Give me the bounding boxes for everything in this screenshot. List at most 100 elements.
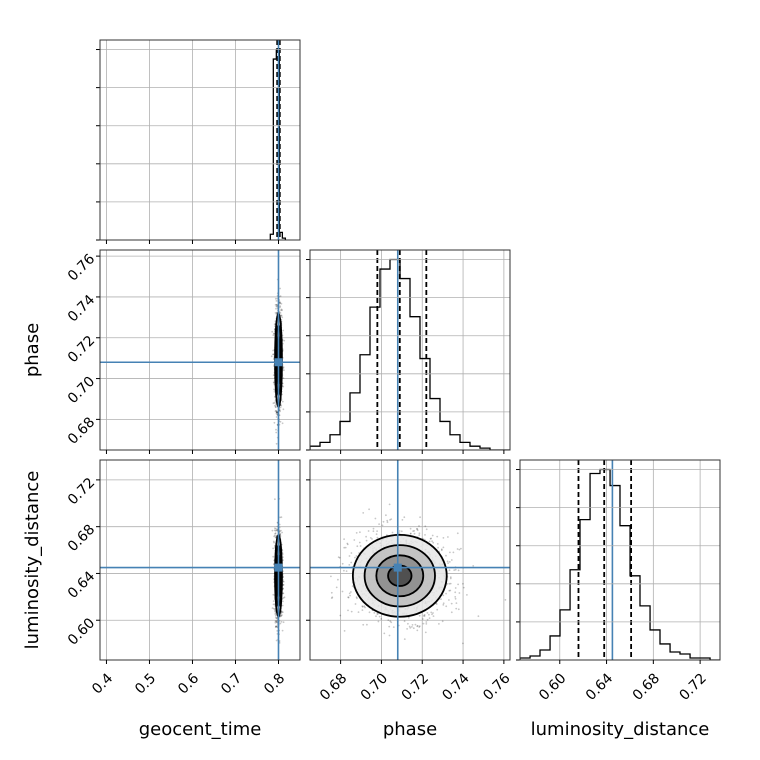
- scatter-point: [347, 609, 349, 612]
- scatter-point: [282, 592, 285, 595]
- scatter-point: [373, 612, 376, 614]
- scatter-point: [275, 620, 277, 623]
- scatter-point: [272, 332, 275, 335]
- scatter-point: [456, 548, 459, 550]
- scatter-point: [272, 381, 275, 384]
- scatter-point: [412, 627, 415, 630]
- scatter-point: [409, 527, 412, 530]
- x-tick-label: 0.72: [677, 670, 710, 703]
- scatter-point: [432, 612, 434, 614]
- scatter-point: [445, 554, 447, 557]
- scatter-point: [275, 625, 278, 628]
- scatter-point: [276, 303, 278, 306]
- scatter-point: [276, 617, 278, 620]
- scatter-point: [356, 597, 358, 600]
- scatter-point: [432, 615, 435, 617]
- scatter-point: [274, 498, 276, 501]
- scatter-point: [398, 530, 401, 532]
- panel-luminosity_distance-luminosity_distance: 0.60 0.64 0.68 0.72: [516, 459, 721, 704]
- scatter-point: [349, 594, 351, 597]
- scatter-point: [418, 626, 421, 628]
- scatter-point: [416, 629, 419, 632]
- scatter-point: [454, 591, 457, 594]
- scatter-point: [275, 625, 277, 628]
- scatter-point: [400, 530, 403, 533]
- scatter-point: [275, 625, 277, 628]
- scatter-point: [403, 620, 406, 623]
- y-axis-title-luminosity_distance: luminosity_distance: [22, 471, 43, 650]
- scatter-point: [272, 402, 275, 405]
- scatter-point: [361, 605, 364, 608]
- scatter-point: [274, 527, 276, 530]
- scatter-point: [442, 537, 445, 539]
- scatter-point: [403, 638, 406, 640]
- scatter-point: [272, 600, 275, 602]
- scatter-point: [272, 555, 275, 558]
- scatter-point: [279, 312, 282, 314]
- scatter-point: [274, 626, 277, 628]
- scatter-point: [274, 621, 277, 624]
- scatter-point: [330, 591, 333, 594]
- scatter-point: [276, 529, 278, 532]
- panel-frame: [519, 459, 721, 661]
- scatter-point: [377, 620, 380, 623]
- scatter-point: [338, 556, 341, 559]
- scatter-point: [446, 560, 449, 563]
- scatter-point: [282, 580, 285, 583]
- scatter-point: [416, 529, 419, 532]
- scatter-point: [389, 519, 391, 521]
- panel-frame: [309, 459, 511, 661]
- scatter-point: [425, 623, 428, 625]
- panel-content: [100, 460, 300, 660]
- x-tick-label: 0.72: [399, 670, 432, 703]
- scatter-point: [418, 534, 421, 536]
- x-tick-label: 0.7: [218, 670, 245, 697]
- truth-marker: [274, 563, 283, 572]
- panel-content: [269, 40, 287, 240]
- x-tick-label: 0.8: [261, 670, 288, 697]
- scatter-point: [414, 623, 417, 626]
- scatter-point: [460, 547, 462, 550]
- panel-geocent_time-geocent_time: [96, 39, 301, 244]
- scatter-point: [450, 602, 453, 605]
- scatter-point: [436, 608, 439, 611]
- scatter-point: [339, 614, 342, 617]
- scatter-point: [431, 613, 433, 616]
- scatter-point: [273, 529, 276, 532]
- scatter-point: [428, 540, 431, 543]
- scatter-point: [275, 411, 278, 414]
- scatter-point: [409, 627, 412, 629]
- scatter-point: [462, 586, 465, 589]
- y-tick-label: 0.72: [65, 333, 98, 366]
- scatter-point: [386, 519, 389, 522]
- scatter-point: [274, 620, 277, 622]
- x-tick-label: 0.6: [175, 670, 202, 697]
- scatter-point: [431, 540, 433, 543]
- scatter-point: [275, 307, 277, 310]
- scatter-point: [279, 305, 282, 308]
- scatter-point: [279, 287, 281, 290]
- scatter-point: [457, 583, 459, 586]
- contour: [351, 533, 448, 618]
- scatter-point: [454, 587, 457, 589]
- scatter-point: [281, 316, 284, 319]
- scatter-point: [275, 428, 277, 431]
- scatter-point: [272, 334, 275, 337]
- x-tick-label: 0.64: [583, 670, 616, 703]
- scatter-point: [390, 518, 393, 520]
- x-axis-title-geocent_time: geocent_time: [139, 719, 262, 740]
- y-axis-title-phase: phase: [22, 323, 43, 377]
- panel-frame: [99, 459, 301, 661]
- scatter-point: [449, 576, 452, 579]
- scatter-point: [504, 599, 507, 601]
- y-tick-label: 0.60: [65, 615, 98, 648]
- scatter-point: [409, 532, 412, 535]
- scatter-point: [401, 519, 404, 521]
- scatter-point: [365, 539, 368, 542]
- scatter-point: [455, 602, 458, 604]
- scatter-point: [424, 631, 427, 634]
- scatter-point: [454, 568, 457, 571]
- scatter-point: [279, 420, 282, 423]
- scatter-point: [279, 622, 282, 625]
- scatter-point: [355, 555, 358, 557]
